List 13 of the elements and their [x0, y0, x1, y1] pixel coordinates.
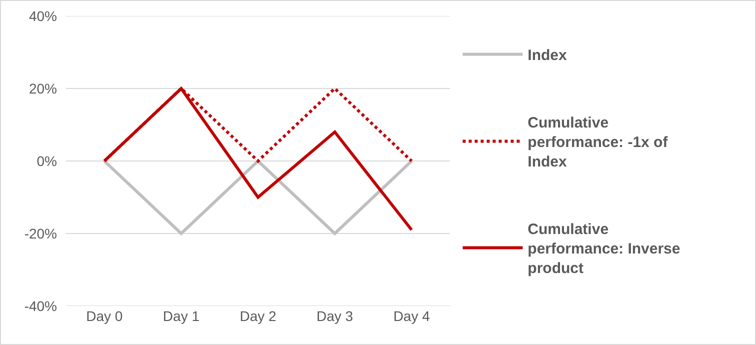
- legend-label: Cumulative performance: -1x of Index: [528, 114, 669, 171]
- x-tick-label: Day 1: [162, 308, 200, 324]
- legend-label: Index: [528, 47, 568, 64]
- x-tick-label: Day 3: [316, 308, 354, 324]
- y-tick-label: 40%: [28, 8, 57, 24]
- y-tick-label: 20%: [28, 80, 57, 96]
- y-tick-label: 0%: [36, 152, 57, 169]
- x-tick-label: Day 4: [393, 308, 430, 324]
- legend-label: Cumulative performance: Inverse product: [528, 221, 680, 278]
- x-tick-label: Day 0: [86, 308, 123, 324]
- x-tick-label: Day 2: [240, 308, 276, 324]
- y-tick-label: -40%: [24, 298, 57, 314]
- y-tick-label: -20%: [24, 225, 57, 242]
